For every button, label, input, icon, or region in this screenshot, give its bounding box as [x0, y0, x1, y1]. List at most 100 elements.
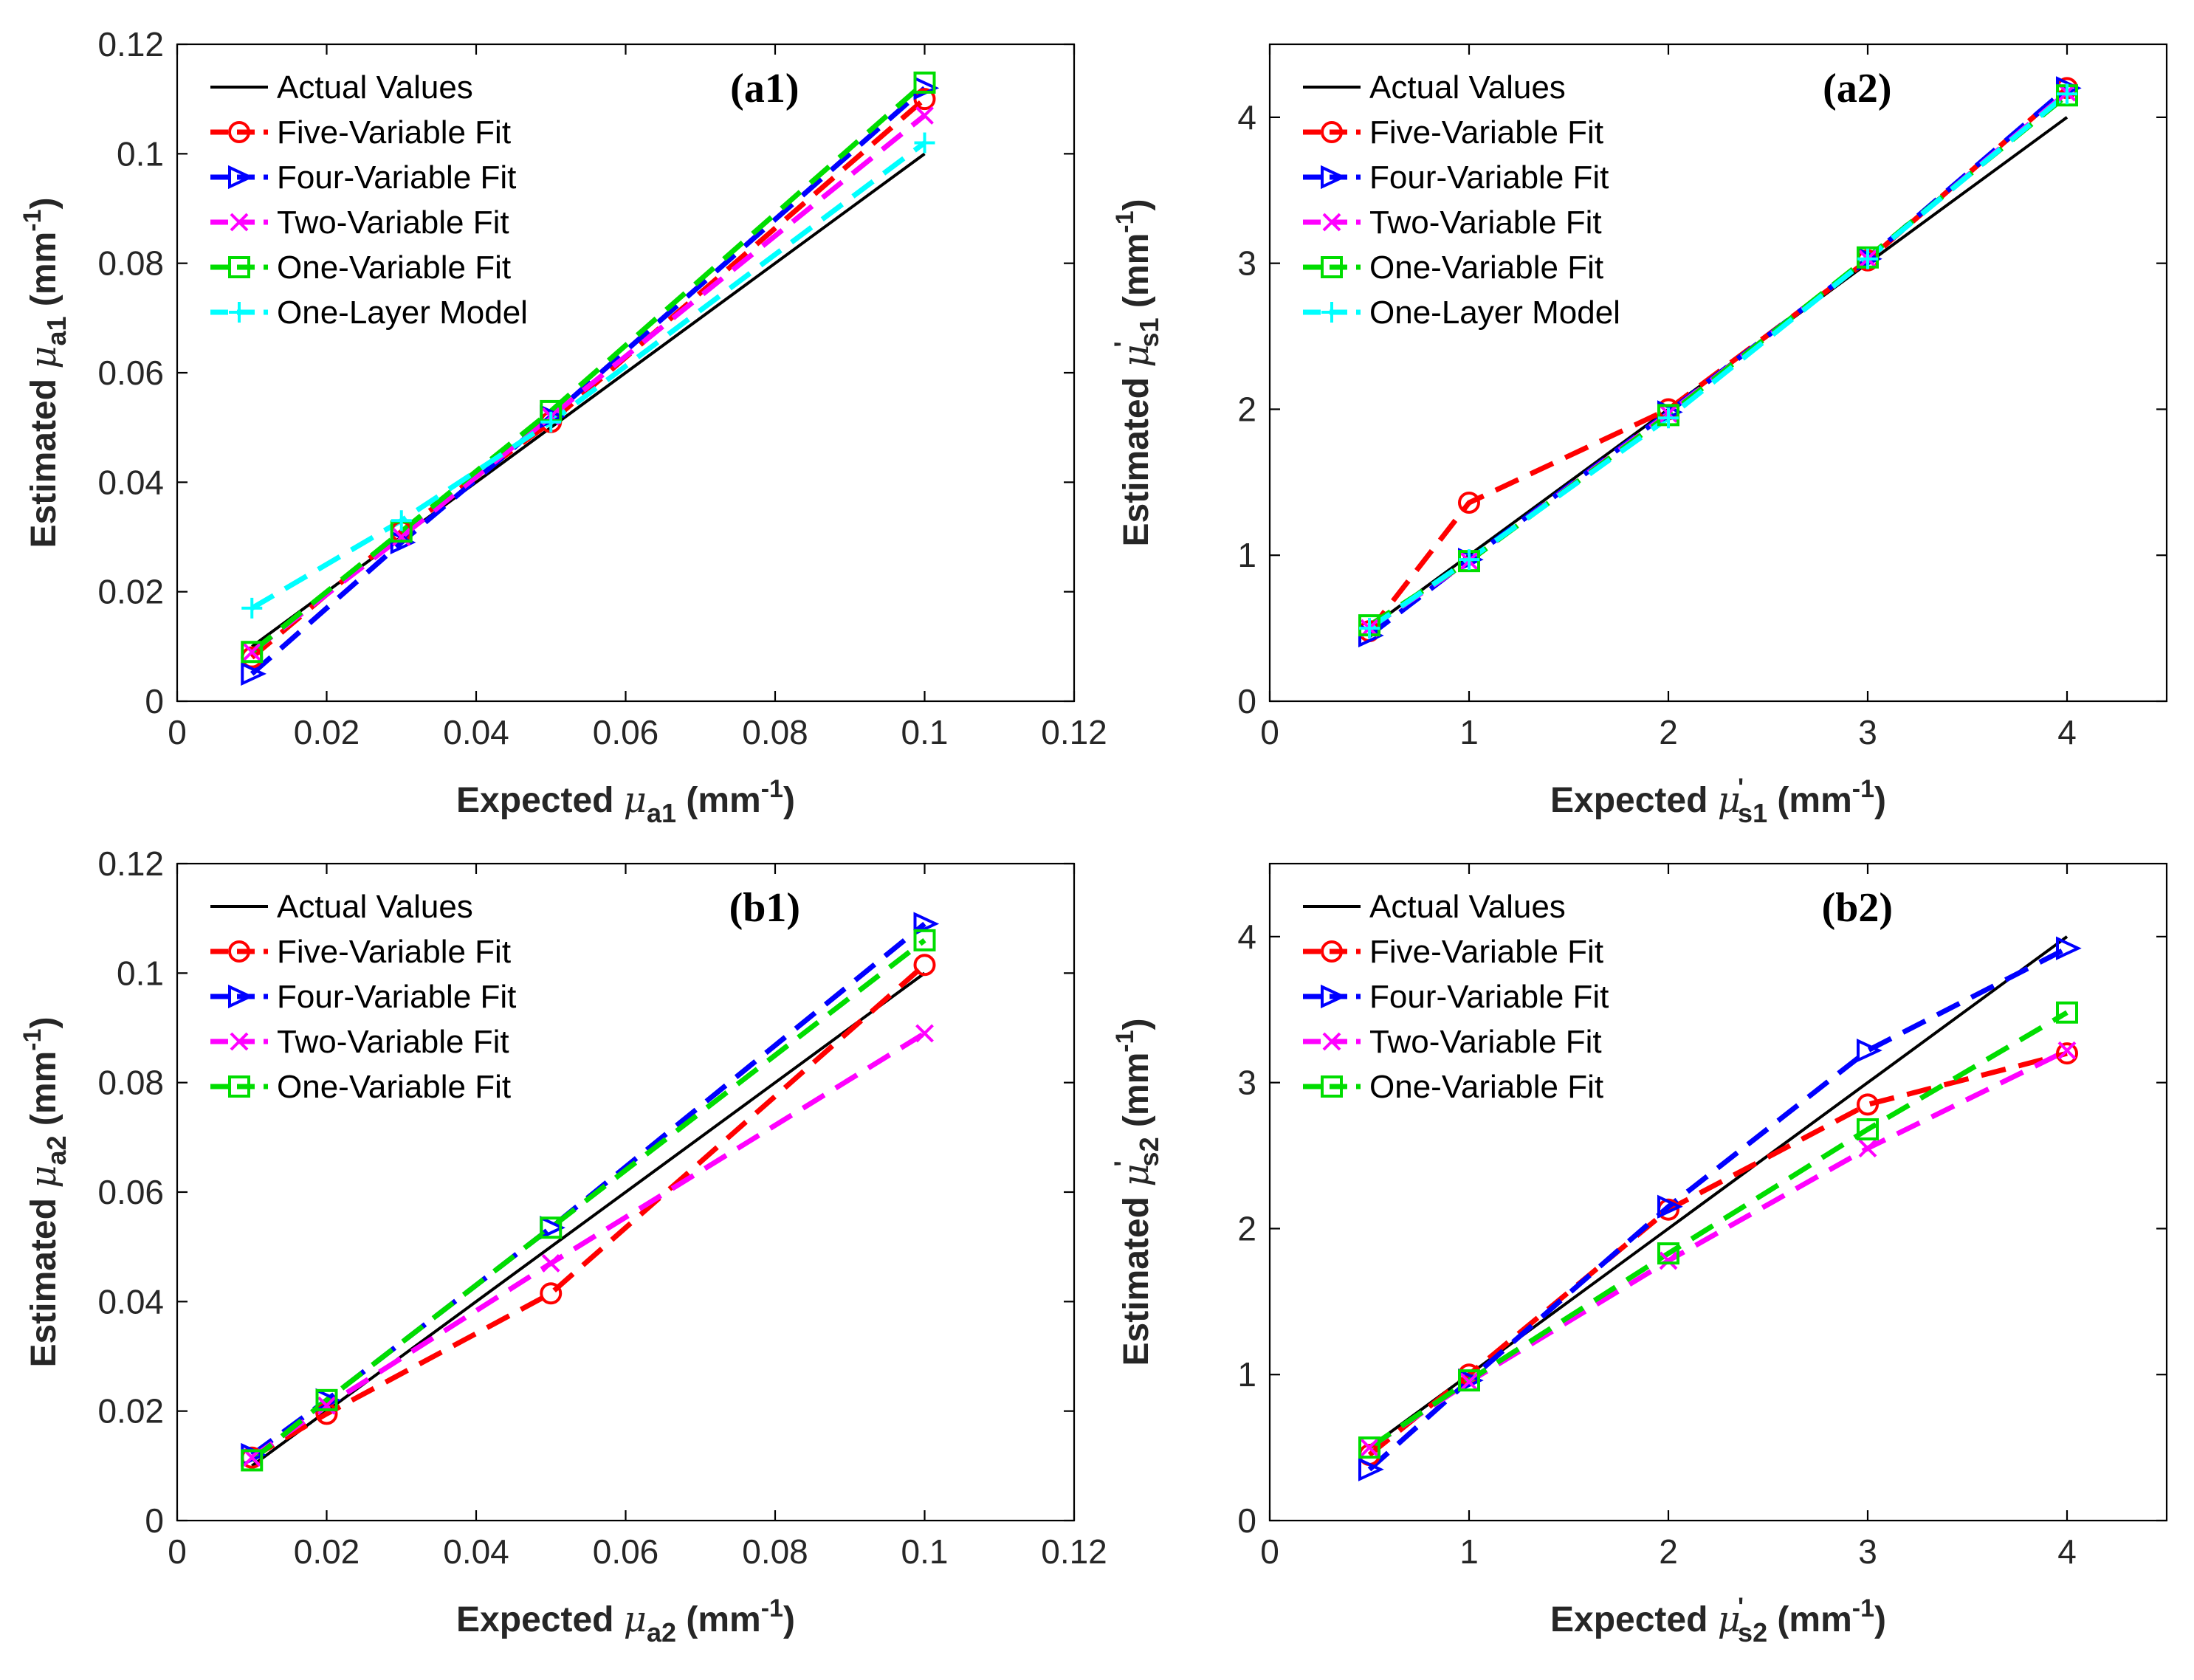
- x-tick-label: 0.06: [593, 713, 659, 751]
- series-line-four-variable-fit: [250, 86, 926, 676]
- series-layer: [241, 912, 940, 1472]
- data-point-two-variable-fit: [1659, 1251, 1678, 1270]
- y-axis-label: Estimated μ's2 (mm-1): [1110, 1019, 1164, 1366]
- x-tick-label: 0.08: [742, 713, 808, 751]
- legend-label: One-Layer Model: [277, 295, 528, 331]
- legend-marker-four-variable-fit: [1321, 984, 1347, 1009]
- x-tick-label: 3: [1858, 713, 1877, 751]
- data-point-four-variable-fit: [1857, 1039, 1882, 1063]
- label-unit-sup: -1: [18, 1029, 47, 1051]
- label-prime: ': [1738, 774, 1744, 802]
- data-point-one-layer-model: [1658, 407, 1679, 429]
- label-unit-sup: -1: [1852, 775, 1874, 803]
- series-line-one-variable-fit: [1368, 1010, 2069, 1450]
- x-tick-label: 0.02: [294, 1532, 360, 1571]
- data-point-four-variable-fit: [1657, 1194, 1683, 1219]
- label-greek: μ: [1718, 779, 1741, 821]
- y-axis-label: Estimated μa2 (mm-1): [18, 1017, 72, 1368]
- y-tick-label: 1: [1237, 1355, 1256, 1394]
- legend-label: Five-Variable Fit: [277, 934, 511, 970]
- label-unit: (mm: [1117, 1053, 1156, 1137]
- legend-marker-four-variable-fit: [228, 165, 254, 190]
- data-point-four-variable-fit: [1358, 1457, 1384, 1481]
- label-prefix: Estimated: [1117, 1187, 1156, 1366]
- y-tick-label: 1: [1237, 536, 1256, 574]
- data-point-five-variable-fit: [2056, 1042, 2078, 1065]
- label-close: ): [783, 781, 795, 820]
- data-point-one-variable-fit: [241, 1449, 264, 1472]
- label-unit: (mm: [1767, 781, 1852, 820]
- y-tick-label: 2: [1237, 1209, 1256, 1247]
- series-layer: [1358, 935, 2082, 1481]
- label-greek: μ: [1115, 345, 1157, 368]
- label-sub: a2: [41, 1135, 72, 1165]
- series-line-four-variable-fit: [1367, 946, 2069, 1472]
- y-tick-label: 0.08: [97, 1064, 164, 1102]
- data-point-one-variable-fit: [540, 1216, 563, 1239]
- x-tick-label: 3: [1858, 1532, 1877, 1571]
- data-point-one-variable-fit: [241, 641, 264, 664]
- x-tick-label: 0.04: [443, 1532, 509, 1571]
- y-tick-label: 0: [1237, 682, 1256, 720]
- label-sub: a1: [647, 798, 676, 828]
- panel-a2: 0 1 2 3 4 0 1 2 3 4 Actual Values Five-Variable Fit…: [1110, 43, 2168, 828]
- data-point-one-variable-fit: [913, 929, 936, 951]
- x-tick-label: 2: [1659, 713, 1678, 751]
- label-unit: (mm: [24, 232, 63, 317]
- legend-marker-one-variable-fit: [1321, 256, 1343, 278]
- label-prefix: Expected: [456, 781, 624, 820]
- legend-label: Four-Variable Fit: [277, 979, 516, 1015]
- legend-label: Actual Values: [277, 889, 473, 925]
- label-unit: (mm: [676, 1600, 761, 1639]
- legend-label: Four-Variable Fit: [277, 159, 516, 196]
- label-sub: s1: [1134, 317, 1164, 347]
- data-point-four-variable-fit: [241, 661, 266, 686]
- legend-label: Five-Variable Fit: [1369, 114, 1603, 151]
- legend-label: One-Variable Fit: [277, 249, 511, 286]
- label-close: ): [1874, 781, 1886, 820]
- data-point-one-layer-model: [1459, 549, 1479, 571]
- legend-marker-one-variable-fit: [1321, 1075, 1343, 1098]
- y-tick-label: 2: [1237, 390, 1256, 428]
- legend-marker-five-variable-fit: [228, 940, 250, 963]
- y-tick-label: 0.02: [97, 573, 164, 611]
- label-greek: μ: [1115, 1164, 1157, 1187]
- data-point-one-variable-fit: [913, 71, 936, 94]
- label-sub: s2: [1738, 1617, 1767, 1648]
- x-tick-label: 4: [2057, 1532, 2077, 1571]
- legend-label: Actual Values: [1369, 889, 1566, 925]
- data-point-one-variable-fit: [2056, 1001, 2078, 1024]
- y-tick-label: 0.06: [97, 354, 164, 392]
- label-unit-sup: -1: [18, 210, 47, 232]
- legend-marker-one-variable-fit: [228, 1075, 250, 1098]
- data-point-one-layer-model: [391, 510, 412, 531]
- label-sub: a2: [647, 1617, 676, 1648]
- label-prime: ': [1110, 1160, 1138, 1166]
- y-tick-label: 0.12: [97, 25, 164, 63]
- series-layer: [241, 71, 940, 686]
- data-point-four-variable-fit: [2056, 936, 2082, 960]
- x-axis-label: Expected μ' s1 (mm-1): [1550, 774, 1886, 828]
- label-unit-sup: -1: [1852, 1594, 1874, 1622]
- legend-label: Two-Variable Fit: [277, 204, 509, 241]
- legend-label: One-Layer Model: [1369, 295, 1620, 331]
- legend-label: One-Variable Fit: [277, 1069, 511, 1105]
- series-layer: [1358, 76, 2082, 648]
- data-point-one-layer-model: [540, 411, 562, 433]
- axes-frame: [1268, 43, 2168, 703]
- data-point-one-variable-fit: [1857, 1118, 1879, 1140]
- data-point-one-layer-model: [1359, 618, 1380, 639]
- x-tick-label: 2: [1659, 1532, 1678, 1571]
- data-point-one-layer-model: [241, 597, 263, 619]
- label-sub: s2: [1134, 1137, 1164, 1166]
- label-close: ): [24, 198, 63, 210]
- legend-label: One-Variable Fit: [1369, 1069, 1603, 1105]
- data-point-two-variable-fit: [242, 642, 261, 661]
- label-close: ): [783, 1600, 795, 1639]
- label-prefix: Expected: [1550, 1600, 1718, 1639]
- data-point-two-variable-fit: [915, 1024, 934, 1043]
- x-tick-label: 0: [168, 713, 187, 751]
- legend: Actual Values Five-Variable Fit Four-Varia…: [210, 69, 528, 331]
- legend: Actual Values Five-Variable Fit Four-Varia…: [210, 889, 516, 1105]
- legend-label: Actual Values: [277, 69, 473, 106]
